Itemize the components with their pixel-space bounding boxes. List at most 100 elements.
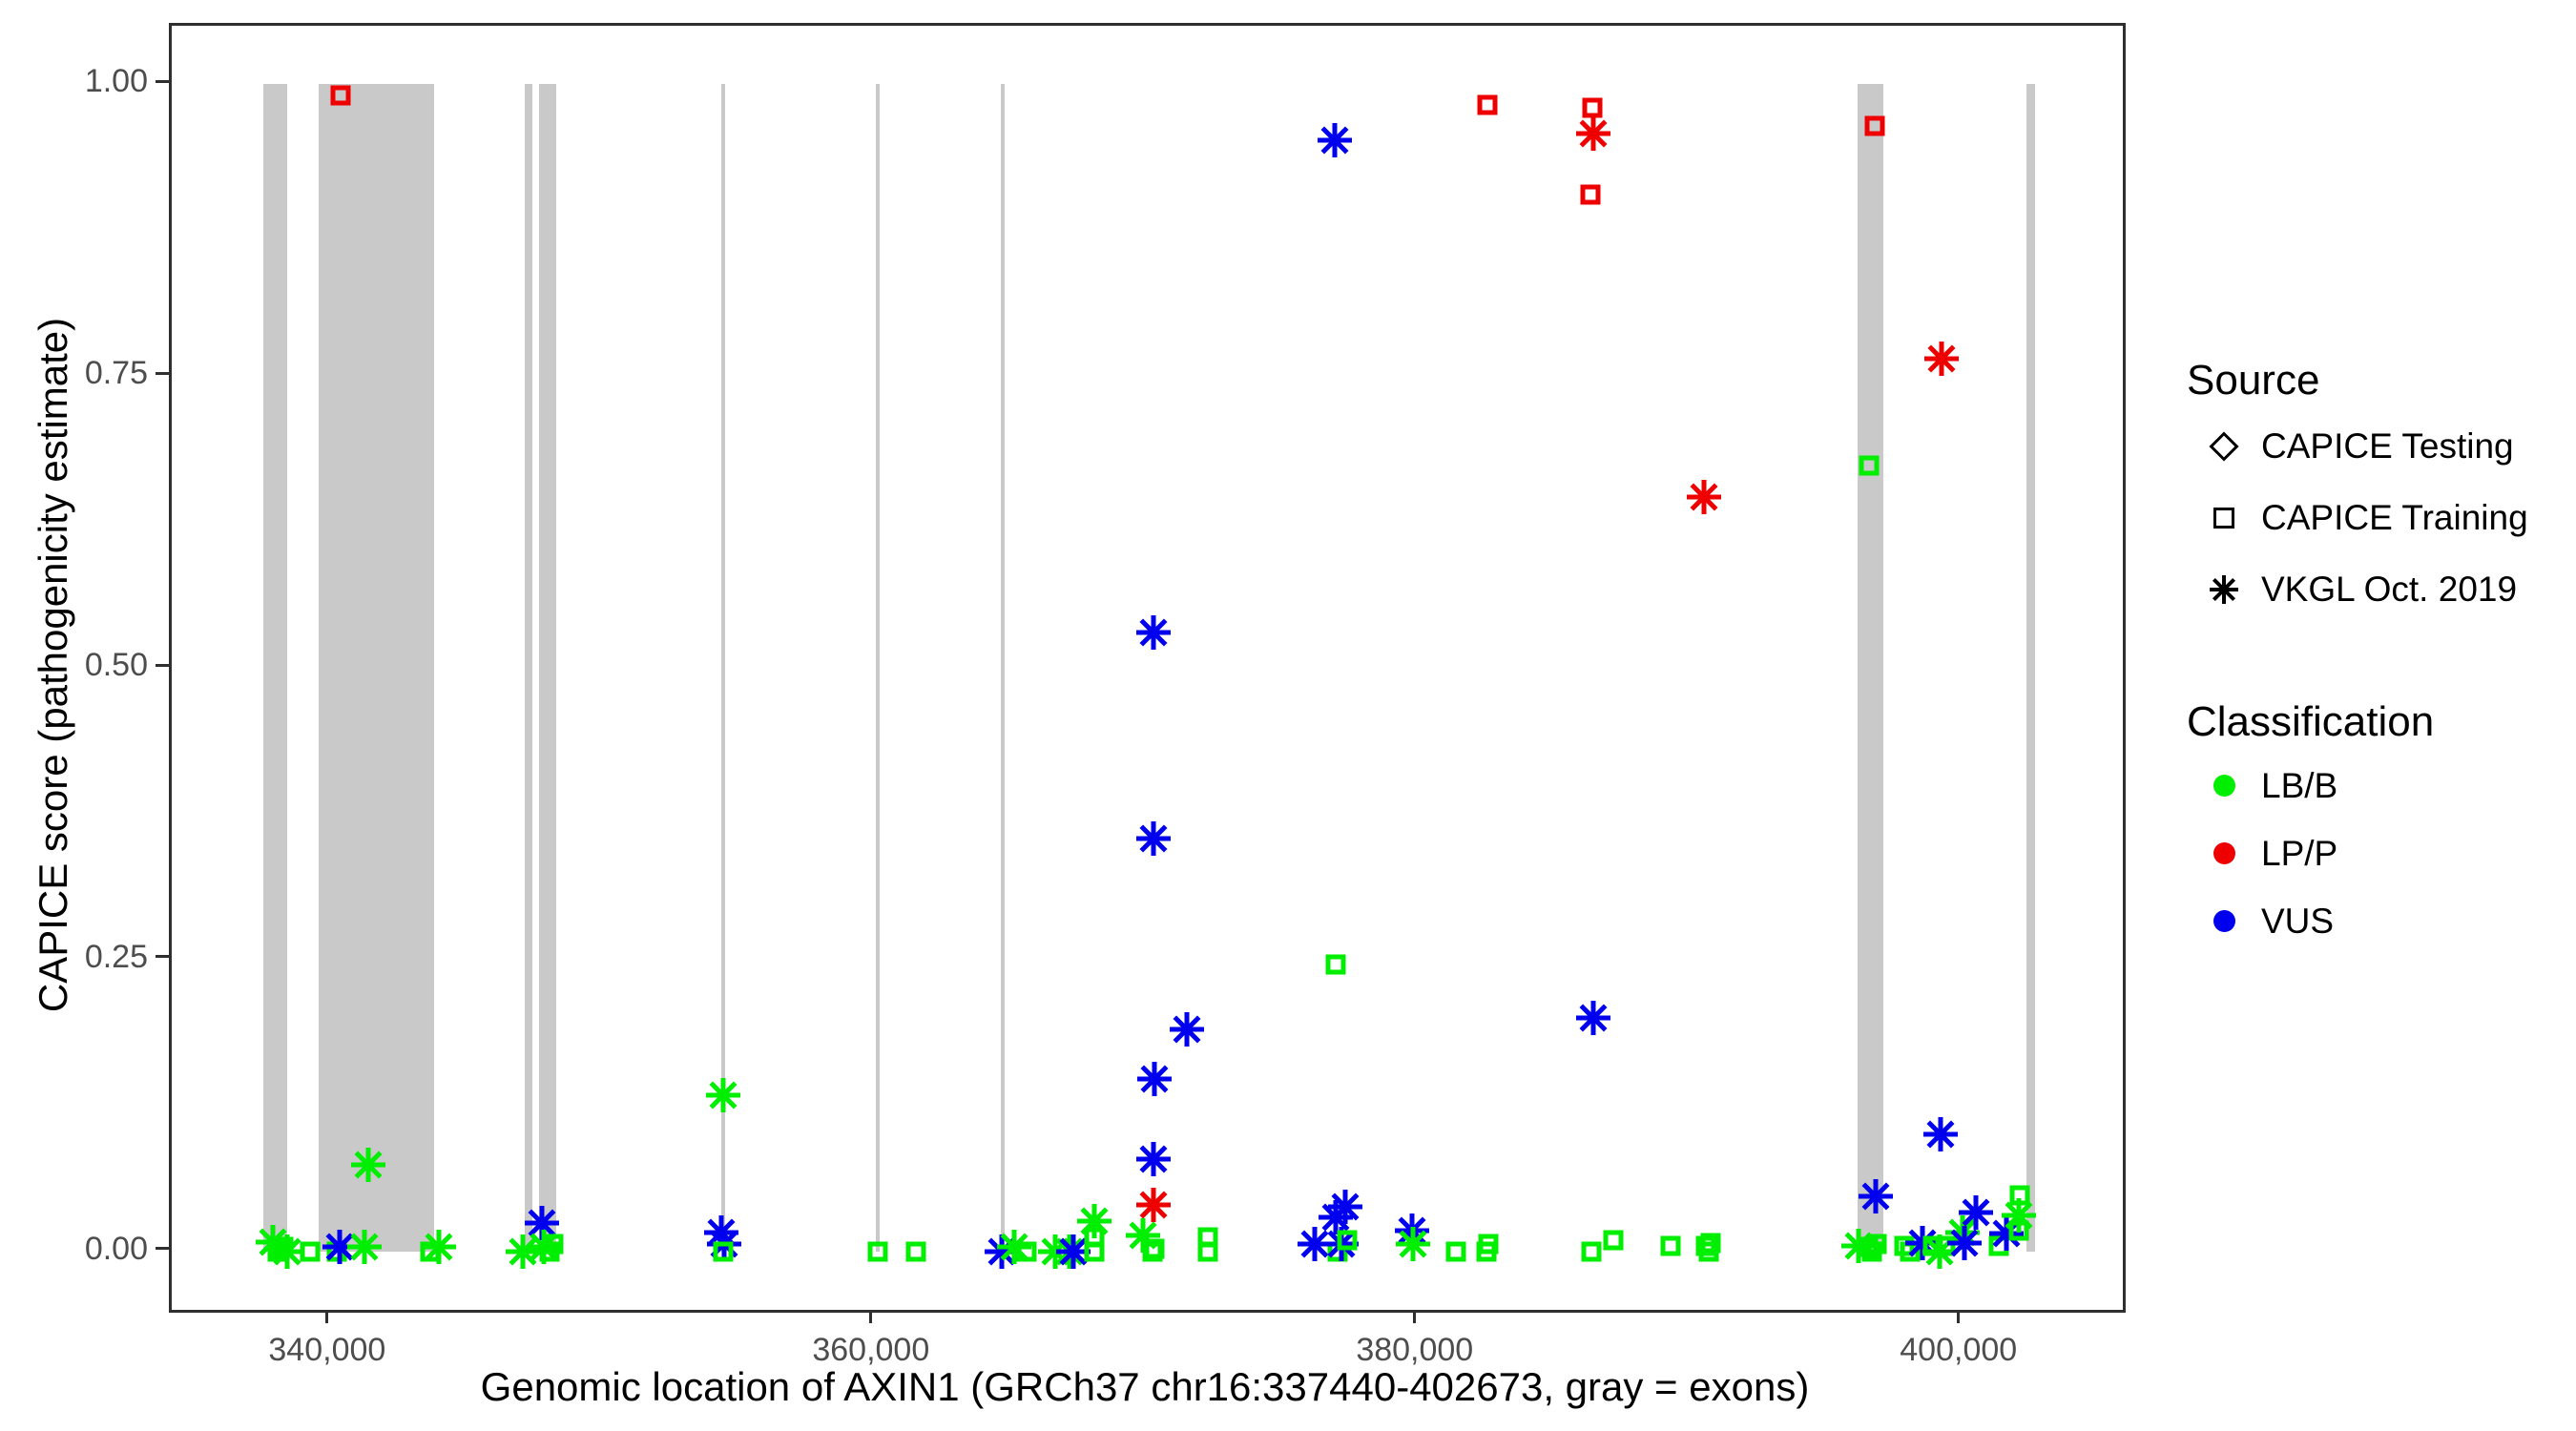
data-point-asterisk [1134, 613, 1173, 652]
data-point-square [1445, 1241, 1466, 1262]
data-point-asterisk [420, 1228, 458, 1266]
legend-classification-item-label: LP/P [2261, 833, 2338, 873]
data-point-square [1859, 455, 1880, 476]
data-point-asterisk [268, 1233, 306, 1271]
y-tick-mark [156, 371, 169, 375]
legend-source-item: CAPICE Testing [2187, 410, 2568, 482]
legend-source-item-label: CAPICE Testing [2261, 425, 2514, 466]
data-point-asterisk [504, 1233, 542, 1271]
data-point-asterisk [704, 1076, 742, 1114]
data-point-asterisk [1054, 1233, 1092, 1271]
data-point-square [543, 1234, 564, 1255]
color-dot-icon [2187, 775, 2261, 797]
y-tick-label: 0.75 [84, 355, 148, 392]
y-tick-label: 0.50 [84, 647, 148, 683]
exon-band [262, 84, 287, 1252]
x-tick-label: 400,000 [1900, 1332, 2018, 1368]
data-point-square [1660, 1235, 1681, 1256]
data-point-square [1580, 184, 1601, 205]
legend-classification-title: Classification [2187, 698, 2435, 745]
y-tick-mark [156, 955, 169, 959]
data-point-asterisk [1134, 1140, 1173, 1178]
data-point-square [1084, 1241, 1105, 1262]
x-tick-mark [1957, 1310, 1961, 1323]
y-tick-label: 1.00 [84, 63, 148, 100]
asterisk-icon [2187, 573, 2261, 606]
data-point-square [1197, 1241, 1218, 1262]
data-point-asterisk [1574, 114, 1612, 153]
data-point-square [1603, 1230, 1624, 1251]
legend-source-item-label: CAPICE Training [2261, 497, 2528, 537]
data-point-square [1016, 1241, 1037, 1262]
data-point-asterisk [1326, 1188, 1364, 1226]
legend-classification-item: LP/P [2187, 819, 2568, 887]
exon-band [1857, 84, 1883, 1252]
data-point-square [2008, 1220, 2029, 1241]
data-point-asterisk [1857, 1177, 1895, 1215]
data-point-square [905, 1241, 926, 1262]
data-point-square [1144, 1238, 1165, 1259]
data-point-square [1864, 115, 1885, 136]
data-point-asterisk [1922, 340, 1961, 378]
data-point-asterisk [1394, 1225, 1432, 1263]
data-point-square [1581, 1241, 1602, 1262]
x-tick-label: 360,000 [812, 1332, 930, 1368]
data-point-asterisk [1135, 1060, 1174, 1098]
exon-band [2025, 84, 2035, 1252]
data-point-asterisk [1296, 1225, 1334, 1263]
square-icon [2187, 507, 2261, 529]
x-tick-label: 380,000 [1356, 1332, 1474, 1368]
legend-classification-item-label: VUS [2261, 901, 2335, 941]
data-point-asterisk [1316, 121, 1354, 159]
data-point-square [1582, 97, 1603, 118]
data-point-square [713, 1241, 734, 1262]
legend-classification: Classification LB/B LP/P VUS [2187, 693, 2568, 955]
data-point-square [1337, 1230, 1358, 1251]
legend-classification-item-label: LB/B [2261, 765, 2338, 805]
data-point-asterisk [1987, 1214, 2025, 1253]
plot-panel [169, 23, 2126, 1313]
x-tick-label: 340,000 [268, 1332, 386, 1368]
y-tick-mark [156, 663, 169, 667]
data-point-asterisk [1134, 1186, 1173, 1224]
data-point-square [1478, 1234, 1499, 1255]
data-point-asterisk [349, 1146, 387, 1184]
y-tick-label: 0.00 [84, 1230, 148, 1267]
exon-band [720, 84, 725, 1252]
data-point-asterisk [345, 1228, 384, 1266]
data-point-square [1325, 954, 1346, 975]
color-dot-icon [2187, 842, 2261, 864]
y-axis-title: CAPICE score (pathogenicity estimate) [31, 317, 75, 1013]
legend-source-item: CAPICE Training [2187, 482, 2568, 553]
data-point-asterisk [1922, 1115, 1960, 1153]
legend-source-item-label: VKGL Oct. 2019 [2261, 569, 2518, 609]
x-tick-mark [1413, 1310, 1417, 1323]
diamond-icon [2187, 430, 2261, 462]
exon-band [524, 84, 532, 1252]
legend-source-item: VKGL Oct. 2019 [2187, 553, 2568, 625]
exon-band [875, 84, 880, 1252]
exon-band [318, 84, 434, 1252]
data-point-asterisk [1168, 1010, 1206, 1048]
y-tick-mark [156, 79, 169, 83]
data-point-asterisk [1945, 1224, 1984, 1262]
x-axis-title: Genomic location of AXIN1 (GRCh37 chr16:… [480, 1364, 1810, 1409]
data-point-square [330, 85, 351, 106]
data-point-asterisk [1574, 999, 1612, 1037]
data-point-square [1477, 94, 1498, 115]
legend-classification-item: VUS [2187, 887, 2568, 955]
legend-source-title: Source [2187, 357, 2320, 404]
x-tick-mark [869, 1310, 873, 1323]
data-point-asterisk [1957, 1193, 1995, 1232]
data-point-square [300, 1241, 321, 1262]
data-point-square [1866, 1234, 1887, 1255]
y-tick-mark [156, 1247, 169, 1251]
exon-band [538, 84, 556, 1252]
legend-classification-item: LB/B [2187, 752, 2568, 819]
x-tick-mark [325, 1310, 329, 1323]
color-dot-icon [2187, 910, 2261, 932]
data-point-asterisk [1685, 478, 1723, 516]
data-point-asterisk [1134, 819, 1173, 858]
legend-source: Source CAPICE Testing CAPICE Training VKG… [2187, 351, 2568, 625]
